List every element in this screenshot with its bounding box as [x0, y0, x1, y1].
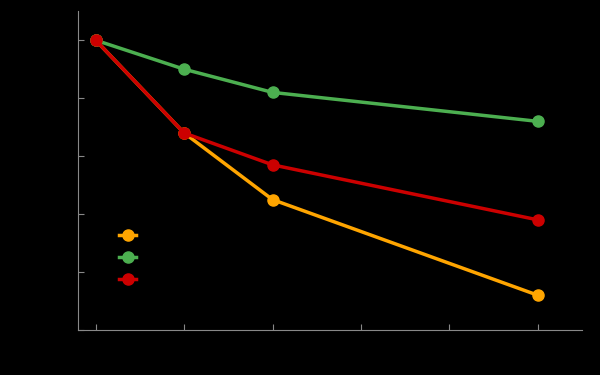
Legend: , , : , , — [115, 226, 151, 291]
